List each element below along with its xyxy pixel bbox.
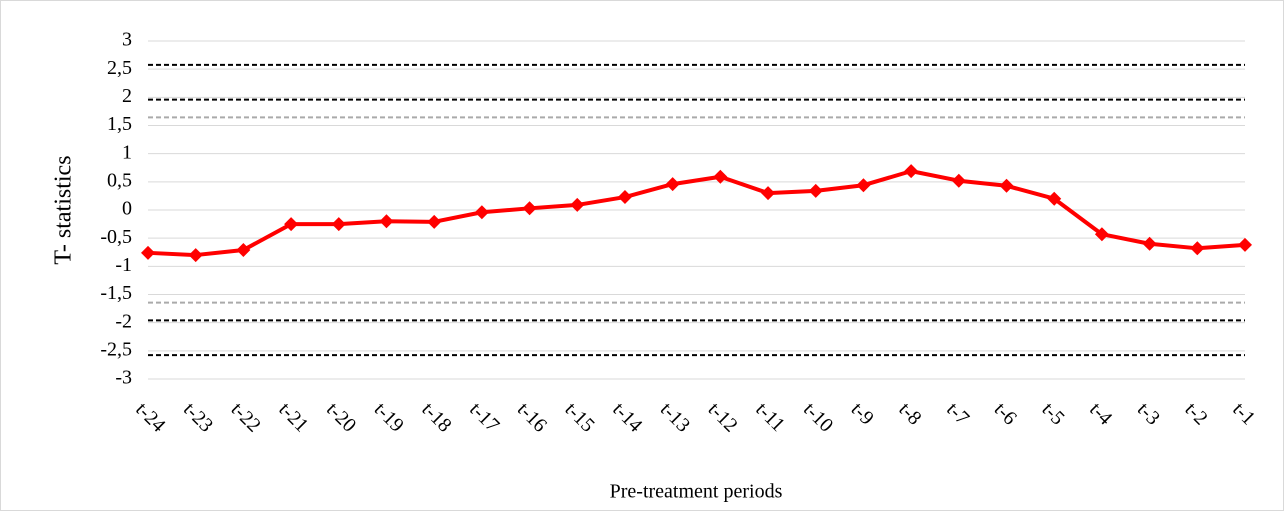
y-tick-label: -2 xyxy=(115,310,132,332)
y-tick-label: -1 xyxy=(115,254,132,276)
marker xyxy=(331,217,346,232)
marker xyxy=(522,201,537,216)
y-tick-label: 0 xyxy=(122,198,132,220)
marker xyxy=(570,197,585,212)
y-tick-label: -0,5 xyxy=(100,226,132,248)
series-line xyxy=(147,169,1246,258)
marker xyxy=(761,186,776,201)
y-tick-label: 2,5 xyxy=(107,57,132,79)
marker xyxy=(665,177,680,192)
marker xyxy=(1142,236,1157,251)
y-tick-label: -3 xyxy=(115,367,132,389)
marker xyxy=(1238,237,1252,252)
marker xyxy=(713,169,728,184)
y-tick-label: 0,5 xyxy=(107,169,132,191)
marker xyxy=(999,178,1014,193)
marker xyxy=(1190,241,1205,256)
marker xyxy=(474,205,489,220)
marker xyxy=(236,242,251,257)
y-tick-label: 1 xyxy=(122,141,132,163)
y-tick-label: -1,5 xyxy=(100,282,132,304)
y-axis-title: T- statistics xyxy=(51,155,77,264)
y-tick-label: 2 xyxy=(122,85,132,107)
y-tick-label: -2,5 xyxy=(100,338,132,360)
marker xyxy=(951,173,966,188)
marker xyxy=(1047,191,1062,206)
marker xyxy=(1094,227,1109,242)
marker xyxy=(188,248,203,263)
y-tick-label: 3 xyxy=(122,29,132,51)
x-axis-title: Pre-treatment periods xyxy=(610,481,783,503)
marker xyxy=(904,164,919,179)
marker xyxy=(808,183,823,198)
marker xyxy=(284,217,299,232)
y-tick-label: 1,5 xyxy=(107,113,132,135)
marker xyxy=(856,178,871,193)
marker xyxy=(141,245,155,260)
marker xyxy=(427,214,442,229)
marker xyxy=(617,190,632,205)
marker xyxy=(379,214,394,229)
